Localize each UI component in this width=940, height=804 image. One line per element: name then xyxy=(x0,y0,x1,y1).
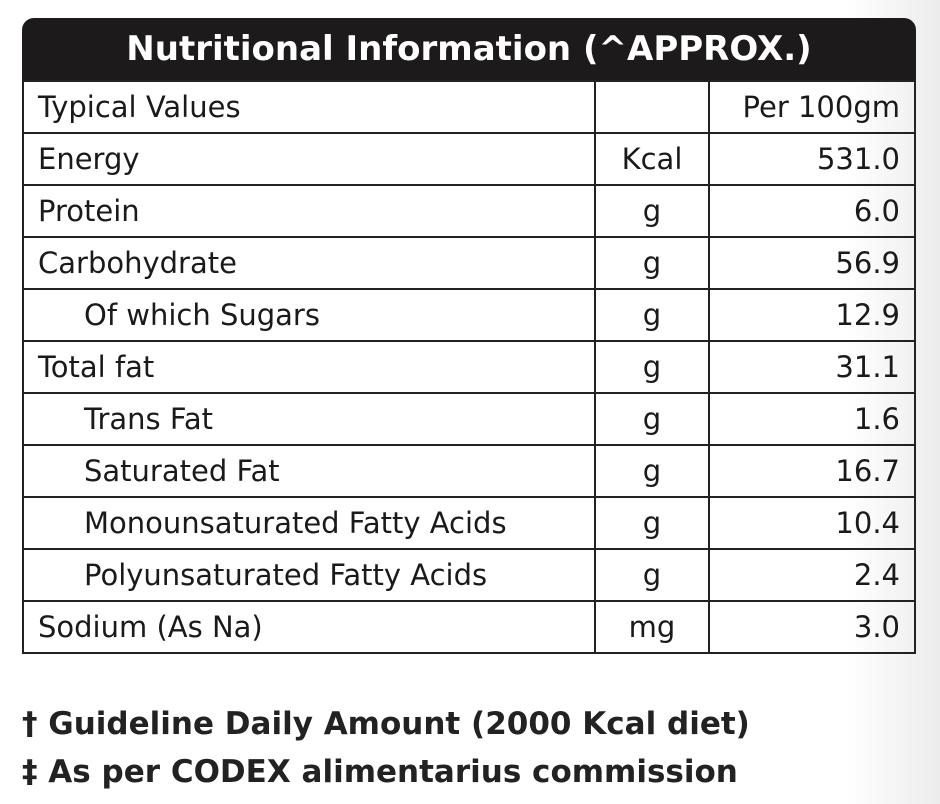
nutrition-table: Typical Values Per 100gm Energy Kcal 531.0 … xyxy=(22,80,916,654)
cell: Kcal xyxy=(594,132,710,186)
cell: mg xyxy=(594,600,710,654)
footnote: ‡ As per CODEX alimentarius commission xyxy=(22,754,738,790)
cell: Protein xyxy=(22,184,596,238)
cell: 6.0 xyxy=(708,184,916,238)
row: Protein g 6.0 xyxy=(22,184,916,238)
cell: 56.9 xyxy=(708,236,916,290)
cell: 1.6 xyxy=(708,392,916,446)
row: Typical Values Per 100gm xyxy=(22,80,916,134)
cell: Sodium (As Na) xyxy=(22,600,596,654)
cell: 2.4 xyxy=(708,548,916,602)
cell: 12.9 xyxy=(708,288,916,342)
cell: Carbohydrate xyxy=(22,236,596,290)
cell: Of which Sugars xyxy=(22,288,596,342)
cell: g xyxy=(594,288,710,342)
cell: g xyxy=(594,496,710,550)
cell: Total fat xyxy=(22,340,596,394)
cell: Trans Fat xyxy=(22,392,596,446)
cell xyxy=(594,80,710,134)
row: Energy Kcal 531.0 xyxy=(22,132,916,186)
title: Nutritional Information (^APPROX.) xyxy=(22,18,916,80)
cell: g xyxy=(594,548,710,602)
row: Saturated Fat g 16.7 xyxy=(22,444,916,498)
cell: 10.4 xyxy=(708,496,916,550)
row: Sodium (As Na) mg 3.0 xyxy=(22,600,916,654)
cell: 531.0 xyxy=(708,132,916,186)
cell: g xyxy=(594,236,710,290)
cell: Saturated Fat xyxy=(22,444,596,498)
cell: g xyxy=(594,340,710,394)
row: Monounsaturated Fatty Acids g 10.4 xyxy=(22,496,916,550)
cell: 16.7 xyxy=(708,444,916,498)
row: Trans Fat g 1.6 xyxy=(22,392,916,446)
cell: g xyxy=(594,392,710,446)
cell: 31.1 xyxy=(708,340,916,394)
cell: 3.0 xyxy=(708,600,916,654)
cell: Per 100gm xyxy=(708,80,916,134)
row: Carbohydrate g 56.9 xyxy=(22,236,916,290)
row: Of which Sugars g 12.9 xyxy=(22,288,916,342)
footnote: † Guideline Daily Amount (2000 Kcal diet… xyxy=(22,706,750,742)
nutrition-panel: Nutritional Information (^APPROX.) Typic… xyxy=(22,18,916,654)
cell: Monounsaturated Fatty Acids xyxy=(22,496,596,550)
cell: Energy xyxy=(22,132,596,186)
row: Polyunsaturated Fatty Acids g 2.4 xyxy=(22,548,916,602)
cell: Polyunsaturated Fatty Acids xyxy=(22,548,596,602)
footnotes: † Guideline Daily Amount (2000 Kcal diet… xyxy=(22,700,750,796)
cell: g xyxy=(594,184,710,238)
cell: g xyxy=(594,444,710,498)
cell: Typical Values xyxy=(22,80,596,134)
row: Total fat g 31.1 xyxy=(22,340,916,394)
